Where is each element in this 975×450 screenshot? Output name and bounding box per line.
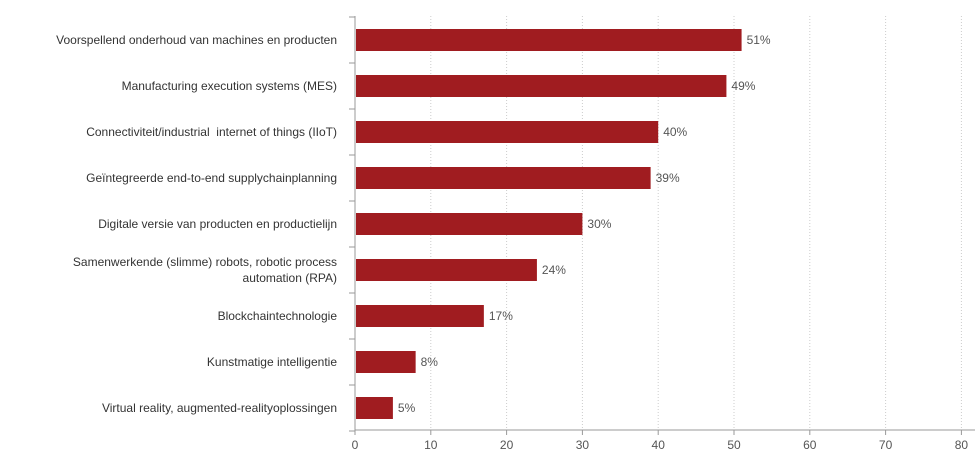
x-tick-label: 30 <box>576 438 590 450</box>
bar <box>356 351 416 373</box>
axes <box>349 16 975 432</box>
value-label: 39% <box>656 171 680 185</box>
bar <box>356 75 727 97</box>
value-label: 30% <box>587 217 611 231</box>
category-label: Kunstmatige intelligentie <box>207 355 337 369</box>
x-tick-label: 20 <box>500 438 514 450</box>
category-label: Voorspellend onderhoud van machines en p… <box>56 33 337 47</box>
bar <box>356 305 484 327</box>
x-tick-label: 40 <box>652 438 666 450</box>
bar <box>356 167 651 189</box>
bar <box>356 397 393 419</box>
bar <box>356 213 583 235</box>
bar <box>356 29 742 51</box>
value-label: 8% <box>421 355 439 369</box>
value-label: 17% <box>489 309 513 323</box>
bar <box>356 259 537 281</box>
category-label: Samenwerkende (slimme) robots, robotic p… <box>73 255 337 269</box>
value-label: 49% <box>731 79 755 93</box>
value-labels: 51% 49% 40% 39% 30% 24% 17% 8% 5% <box>398 33 771 415</box>
value-label: 40% <box>663 125 687 139</box>
x-tick-label: 0 <box>352 438 359 450</box>
bar <box>356 121 659 143</box>
value-label: 51% <box>747 33 771 47</box>
value-label: 24% <box>542 263 566 277</box>
x-tick-label: 50 <box>727 438 741 450</box>
category-label: Blockchaintechnologie <box>218 309 338 323</box>
category-labels: Voorspellend onderhoud van machines en p… <box>56 33 337 415</box>
category-label: Digitale versie van producten en product… <box>98 217 337 231</box>
category-label: automation (RPA) <box>243 271 337 285</box>
category-label: Connectiviteit/industrial internet of th… <box>86 125 337 139</box>
x-tick-label: 70 <box>879 438 893 450</box>
value-label: 5% <box>398 401 416 415</box>
x-tick-label: 10 <box>424 438 438 450</box>
x-tick-label: 80 <box>955 438 969 450</box>
category-label: Geïntegreerde end-to-end supplychainplan… <box>86 171 337 185</box>
category-label: Virtual reality, augmented-realityoploss… <box>102 401 337 415</box>
bars <box>356 29 742 419</box>
category-label: Manufacturing execution systems (MES) <box>122 79 337 93</box>
x-tick-label: 60 <box>803 438 817 450</box>
x-axis-ticks: 0 10 20 30 40 50 60 70 80 <box>352 430 969 450</box>
